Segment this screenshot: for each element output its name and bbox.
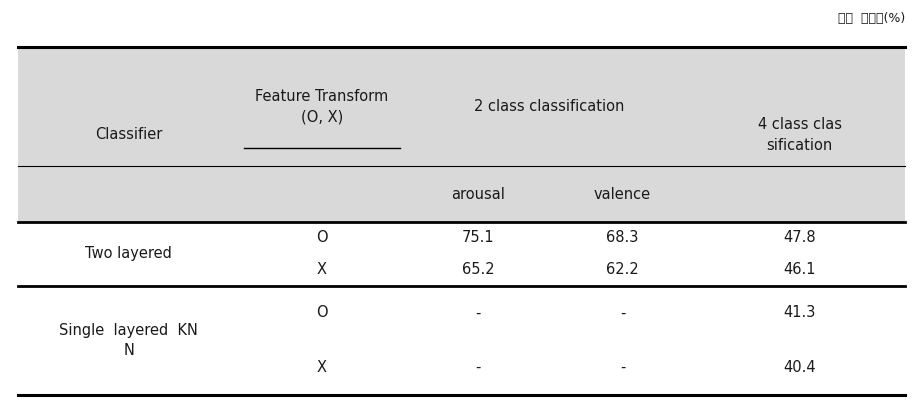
Text: 47.8: 47.8: [783, 231, 816, 245]
Text: 40.4: 40.4: [783, 360, 816, 375]
Text: -: -: [620, 305, 625, 320]
Text: X: X: [317, 262, 326, 277]
Bar: [18, 47, 905, 222]
Text: 41.3: 41.3: [783, 305, 816, 320]
Text: -: -: [475, 305, 481, 320]
Text: Classifier: Classifier: [95, 127, 163, 142]
Text: 2 class classification: 2 class classification: [474, 99, 624, 114]
Text: Two layered: Two layered: [85, 246, 172, 261]
Text: -: -: [620, 360, 625, 375]
Text: 65.2: 65.2: [461, 262, 494, 277]
Text: 75.1: 75.1: [461, 231, 494, 245]
Text: Feature Transform
(O, X): Feature Transform (O, X): [255, 89, 388, 125]
Text: Single  layered  KN
N: Single layered KN N: [59, 323, 199, 358]
Text: 62.2: 62.2: [607, 262, 639, 277]
Text: 68.3: 68.3: [607, 231, 639, 245]
Text: 분류  정확도(%): 분류 정확도(%): [838, 12, 905, 25]
Text: -: -: [475, 360, 481, 375]
Text: O: O: [316, 305, 327, 320]
Text: valence: valence: [594, 187, 652, 202]
Text: arousal: arousal: [451, 187, 505, 202]
Text: 4 class clas
sification: 4 class clas sification: [757, 117, 842, 152]
Text: 46.1: 46.1: [783, 262, 816, 277]
Text: O: O: [316, 231, 327, 245]
Text: X: X: [317, 360, 326, 375]
